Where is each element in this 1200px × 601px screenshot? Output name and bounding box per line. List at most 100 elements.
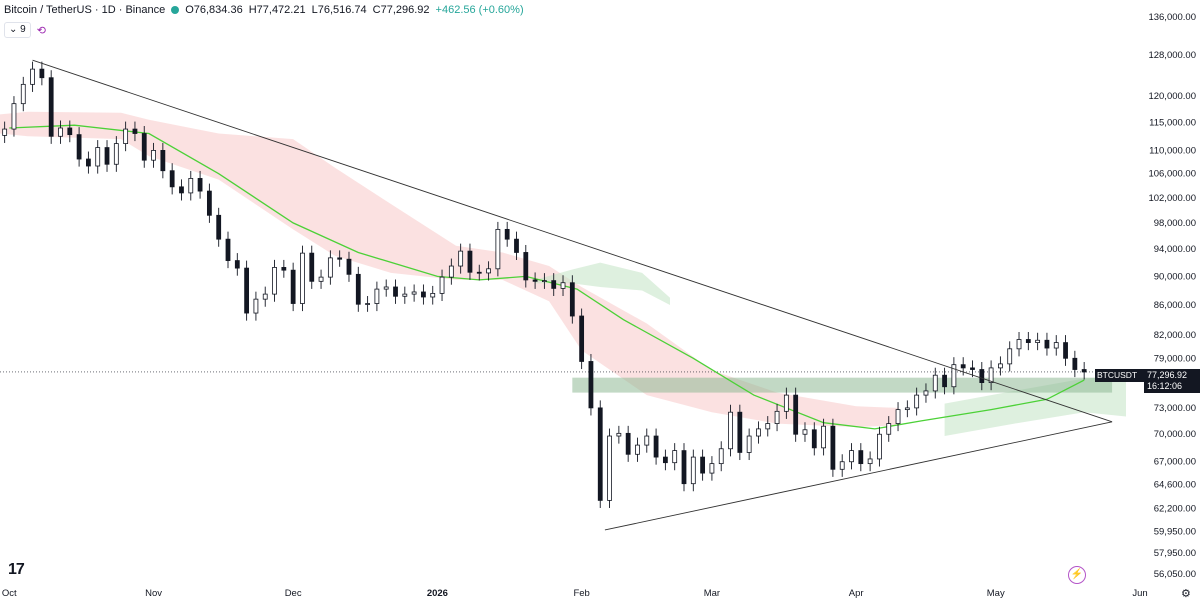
candle — [914, 394, 920, 409]
open-value: O76,834.36 — [185, 4, 243, 16]
candle — [234, 260, 240, 269]
candle — [560, 282, 566, 289]
candle — [58, 127, 63, 137]
candle — [821, 425, 826, 449]
candle — [346, 258, 352, 275]
candle — [132, 128, 138, 134]
candle — [197, 178, 203, 192]
candle — [76, 134, 82, 160]
ticker-tag: BTCUSDT — [1095, 369, 1146, 382]
candle — [421, 291, 426, 298]
candle — [551, 280, 557, 289]
candle — [113, 143, 119, 165]
candle — [318, 276, 324, 282]
candle — [904, 407, 910, 411]
candle — [290, 269, 296, 304]
candle — [579, 315, 585, 362]
candle — [430, 292, 436, 298]
y-tick-label: 98,000.00 — [1154, 218, 1196, 229]
candle — [616, 432, 622, 437]
y-tick-label: 57,950.00 — [1154, 548, 1196, 559]
candle — [774, 410, 780, 424]
chevron-down-icon: ⌄ — [9, 24, 18, 35]
candle — [970, 367, 975, 370]
candle — [532, 279, 538, 282]
candle — [123, 128, 129, 144]
candle — [365, 303, 370, 305]
bar-countdown: 16:12:06 — [1144, 380, 1200, 393]
y-tick-label: 64,600.00 — [1154, 480, 1196, 491]
candle — [607, 435, 612, 501]
candle — [253, 298, 259, 314]
candle — [20, 83, 26, 105]
lightning-icon[interactable]: ⚡ — [1068, 566, 1086, 584]
candle — [309, 252, 315, 282]
candle — [169, 170, 175, 188]
candle — [942, 374, 947, 388]
chart-header: Bitcoin / TetherUS · 1D · Binance O76,83… — [4, 4, 524, 16]
candle — [709, 463, 715, 474]
candle — [802, 429, 808, 435]
candle — [383, 286, 389, 290]
candle — [728, 411, 733, 450]
candle — [393, 286, 398, 297]
last-price-tag: 77,296.92 — [1144, 369, 1200, 382]
sync-icon[interactable]: ⟲ — [36, 24, 46, 37]
candle — [923, 390, 929, 396]
gear-icon[interactable]: ⚙ — [1181, 588, 1191, 600]
candle — [895, 409, 901, 424]
candle — [718, 448, 724, 465]
y-tick-label: 79,000.00 — [1154, 353, 1196, 364]
candle — [700, 456, 706, 474]
y-tick-label: 86,000.00 — [1154, 300, 1196, 311]
x-tick-label: Apr — [849, 588, 864, 599]
indicator-bar: ⌄ 9 ⟲ — [4, 22, 46, 38]
close-value: C77,296.92 — [372, 4, 430, 16]
support-zone — [572, 377, 1113, 393]
candle — [1035, 339, 1041, 343]
candle — [48, 77, 54, 137]
candle — [811, 429, 817, 449]
low-value: L76,516.74 — [311, 4, 367, 16]
candle — [495, 228, 501, 270]
symbol-title[interactable]: Bitcoin / TetherUS · 1D · Binance — [4, 4, 166, 16]
candle — [523, 252, 529, 281]
candle — [374, 288, 380, 304]
x-tick-label: Nov — [145, 588, 162, 599]
candle — [951, 364, 957, 388]
y-tick-label: 106,000.00 — [1148, 169, 1196, 180]
candle — [783, 394, 789, 412]
moving-average-line — [9, 124, 1085, 430]
y-tick-label: 67,000.00 — [1154, 457, 1196, 468]
candle — [486, 268, 491, 274]
candle — [300, 252, 305, 304]
tradingview-logo[interactable]: 17 — [8, 561, 25, 578]
cloud-bullish — [535, 262, 670, 305]
indicators-toggle-button[interactable]: ⌄ 9 — [4, 22, 31, 38]
high-value: H77,472.21 — [248, 4, 306, 16]
market-status-dot — [171, 6, 180, 14]
candle — [1072, 357, 1078, 370]
candle — [439, 276, 445, 294]
y-tick-label: 70,000.00 — [1154, 429, 1196, 440]
candle — [839, 461, 845, 470]
candle — [542, 280, 547, 283]
candle — [756, 428, 761, 437]
candle — [262, 293, 268, 300]
candle — [830, 425, 836, 470]
candle — [662, 456, 668, 464]
candle — [793, 394, 799, 435]
candle — [681, 450, 687, 485]
candle — [2, 128, 8, 136]
candle — [1016, 339, 1022, 350]
y-tick-label: 62,200.00 — [1154, 503, 1196, 514]
candle — [644, 435, 650, 446]
y-tick-label: 128,000.00 — [1148, 50, 1196, 61]
candle — [151, 150, 156, 161]
candle — [225, 238, 231, 261]
candle — [514, 238, 519, 253]
candle — [402, 293, 408, 297]
candle — [886, 423, 892, 435]
candle — [141, 133, 147, 161]
